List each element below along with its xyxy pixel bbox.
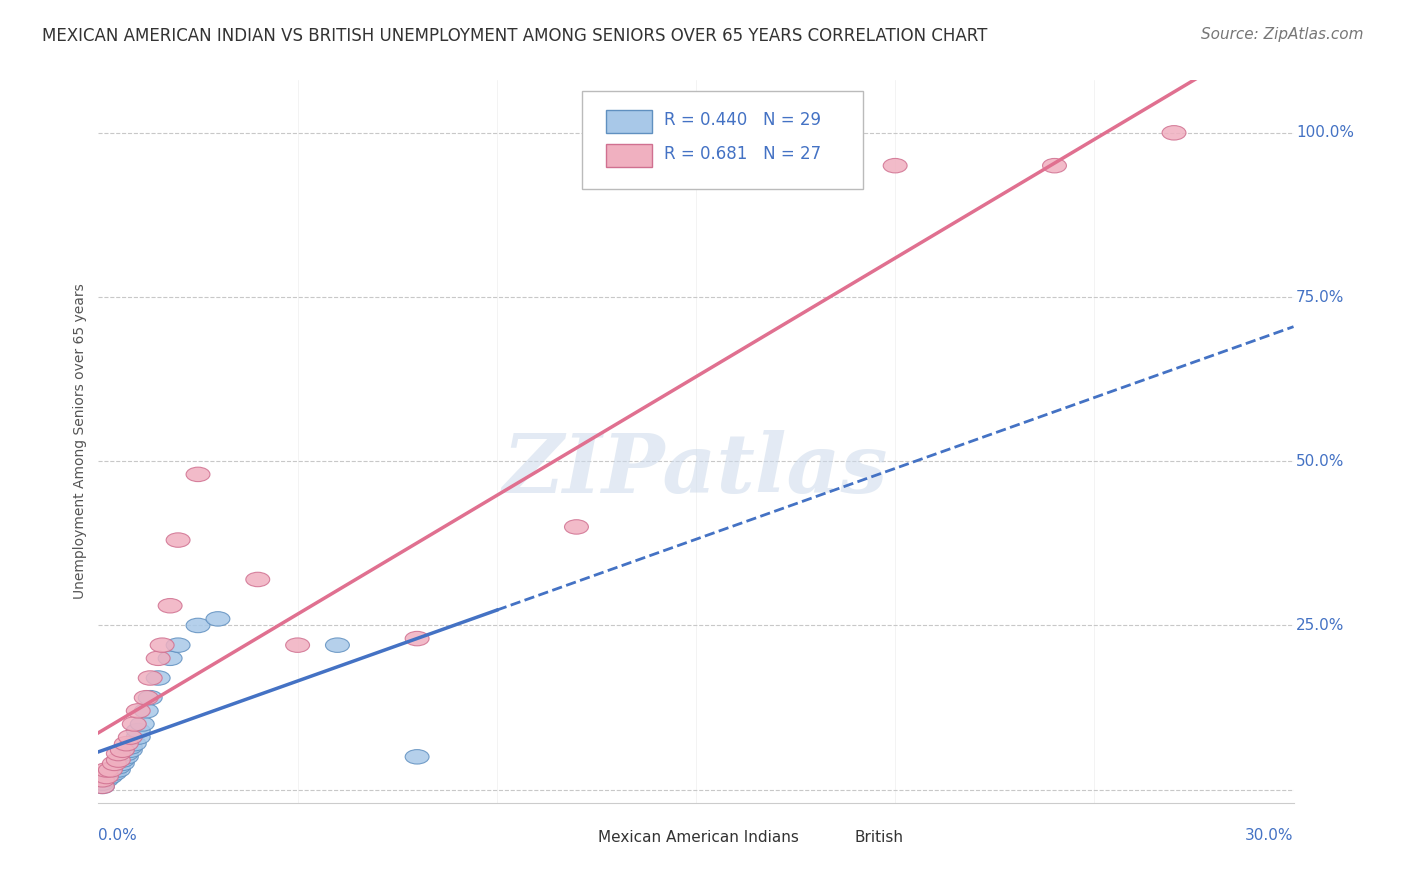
Ellipse shape <box>118 739 142 755</box>
Ellipse shape <box>127 730 150 744</box>
Bar <box>553 828 589 847</box>
Ellipse shape <box>159 599 183 613</box>
Ellipse shape <box>111 756 135 771</box>
Ellipse shape <box>1043 159 1067 173</box>
Ellipse shape <box>98 766 122 780</box>
Text: 25.0%: 25.0% <box>1296 618 1344 633</box>
Text: 100.0%: 100.0% <box>1296 126 1354 140</box>
Ellipse shape <box>146 651 170 665</box>
Text: R = 0.440   N = 29: R = 0.440 N = 29 <box>664 111 821 129</box>
Ellipse shape <box>122 717 146 731</box>
Ellipse shape <box>207 612 231 626</box>
Text: Source: ZipAtlas.com: Source: ZipAtlas.com <box>1201 27 1364 42</box>
Ellipse shape <box>114 749 138 764</box>
Ellipse shape <box>118 730 142 744</box>
Ellipse shape <box>166 533 190 548</box>
Ellipse shape <box>111 743 135 757</box>
FancyBboxPatch shape <box>582 91 863 189</box>
Text: ZIPatlas: ZIPatlas <box>503 431 889 510</box>
Ellipse shape <box>103 756 127 771</box>
Ellipse shape <box>159 651 183 665</box>
Ellipse shape <box>326 638 350 652</box>
Ellipse shape <box>122 737 146 751</box>
Ellipse shape <box>135 704 159 718</box>
Ellipse shape <box>107 753 131 767</box>
Bar <box>606 144 652 167</box>
Y-axis label: Unemployment Among Seniors over 65 years: Unemployment Among Seniors over 65 years <box>73 284 87 599</box>
Ellipse shape <box>90 776 114 790</box>
Ellipse shape <box>114 737 138 751</box>
Ellipse shape <box>246 573 270 587</box>
Ellipse shape <box>90 779 114 794</box>
Bar <box>810 828 845 847</box>
Text: 50.0%: 50.0% <box>1296 454 1344 468</box>
Ellipse shape <box>107 747 131 761</box>
Ellipse shape <box>186 618 209 632</box>
Text: Mexican American Indians: Mexican American Indians <box>598 830 799 845</box>
Ellipse shape <box>103 763 127 777</box>
Text: British: British <box>855 830 904 845</box>
Ellipse shape <box>114 747 138 761</box>
Ellipse shape <box>94 769 118 784</box>
Text: 0.0%: 0.0% <box>98 828 138 843</box>
Ellipse shape <box>127 723 150 738</box>
Text: 75.0%: 75.0% <box>1296 290 1344 304</box>
Ellipse shape <box>883 159 907 173</box>
Ellipse shape <box>285 638 309 652</box>
Ellipse shape <box>90 772 114 787</box>
Ellipse shape <box>138 671 162 685</box>
Ellipse shape <box>135 690 159 705</box>
Ellipse shape <box>107 763 131 777</box>
Ellipse shape <box>150 638 174 652</box>
Ellipse shape <box>186 467 209 482</box>
Ellipse shape <box>565 520 589 534</box>
Ellipse shape <box>111 753 135 767</box>
Ellipse shape <box>94 763 118 777</box>
Ellipse shape <box>94 772 118 787</box>
Ellipse shape <box>90 779 114 794</box>
Ellipse shape <box>405 632 429 646</box>
Ellipse shape <box>98 763 122 777</box>
Ellipse shape <box>1163 126 1187 140</box>
Ellipse shape <box>94 769 118 784</box>
Ellipse shape <box>138 690 162 705</box>
Bar <box>606 110 652 133</box>
Text: 30.0%: 30.0% <box>1246 828 1294 843</box>
Ellipse shape <box>118 743 142 757</box>
Text: R = 0.681   N = 27: R = 0.681 N = 27 <box>664 145 821 163</box>
Ellipse shape <box>98 769 122 784</box>
Ellipse shape <box>107 759 131 774</box>
Ellipse shape <box>166 638 190 652</box>
Ellipse shape <box>103 766 127 780</box>
Ellipse shape <box>146 671 170 685</box>
Ellipse shape <box>127 704 150 718</box>
Ellipse shape <box>405 749 429 764</box>
Text: MEXICAN AMERICAN INDIAN VS BRITISH UNEMPLOYMENT AMONG SENIORS OVER 65 YEARS CORR: MEXICAN AMERICAN INDIAN VS BRITISH UNEMP… <box>42 27 987 45</box>
Ellipse shape <box>131 717 155 731</box>
